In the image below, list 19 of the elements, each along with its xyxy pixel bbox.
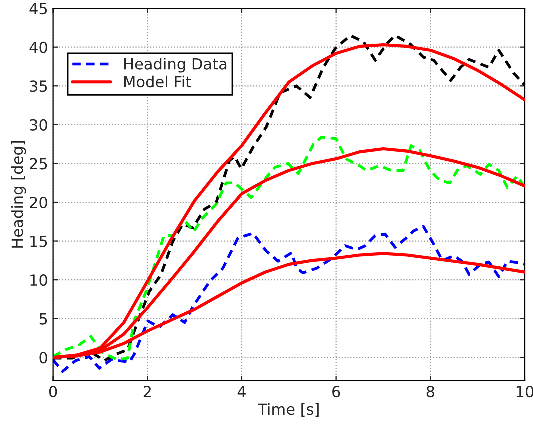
y-tick-label: 25 bbox=[30, 158, 48, 170]
y-tick-label: 40 bbox=[30, 42, 48, 54]
x-tick-label: 2 bbox=[144, 386, 151, 398]
y-tick-label: 15 bbox=[30, 236, 48, 248]
legend-label: Model Fit bbox=[124, 76, 192, 88]
x-axis-title: Time [s] bbox=[258, 403, 319, 417]
x-tick-label: 6 bbox=[332, 386, 340, 398]
y-axis-title: Heading [deg] bbox=[11, 141, 26, 248]
x-tick-label: 0 bbox=[49, 386, 58, 398]
y-tick-label: 20 bbox=[30, 196, 48, 209]
y-tick-label: 5 bbox=[40, 314, 48, 325]
y-tick-label: 45 bbox=[30, 3, 48, 15]
y-tick-label: 10 bbox=[30, 274, 48, 286]
x-tick-label: 4 bbox=[238, 386, 246, 398]
y-tick-label: 35 bbox=[30, 80, 48, 92]
y-tick-label: 0 bbox=[40, 352, 48, 364]
legend-label: Heading Data bbox=[124, 58, 227, 73]
y-tick-label: 30 bbox=[30, 119, 48, 131]
x-tick-label: 8 bbox=[426, 386, 434, 398]
